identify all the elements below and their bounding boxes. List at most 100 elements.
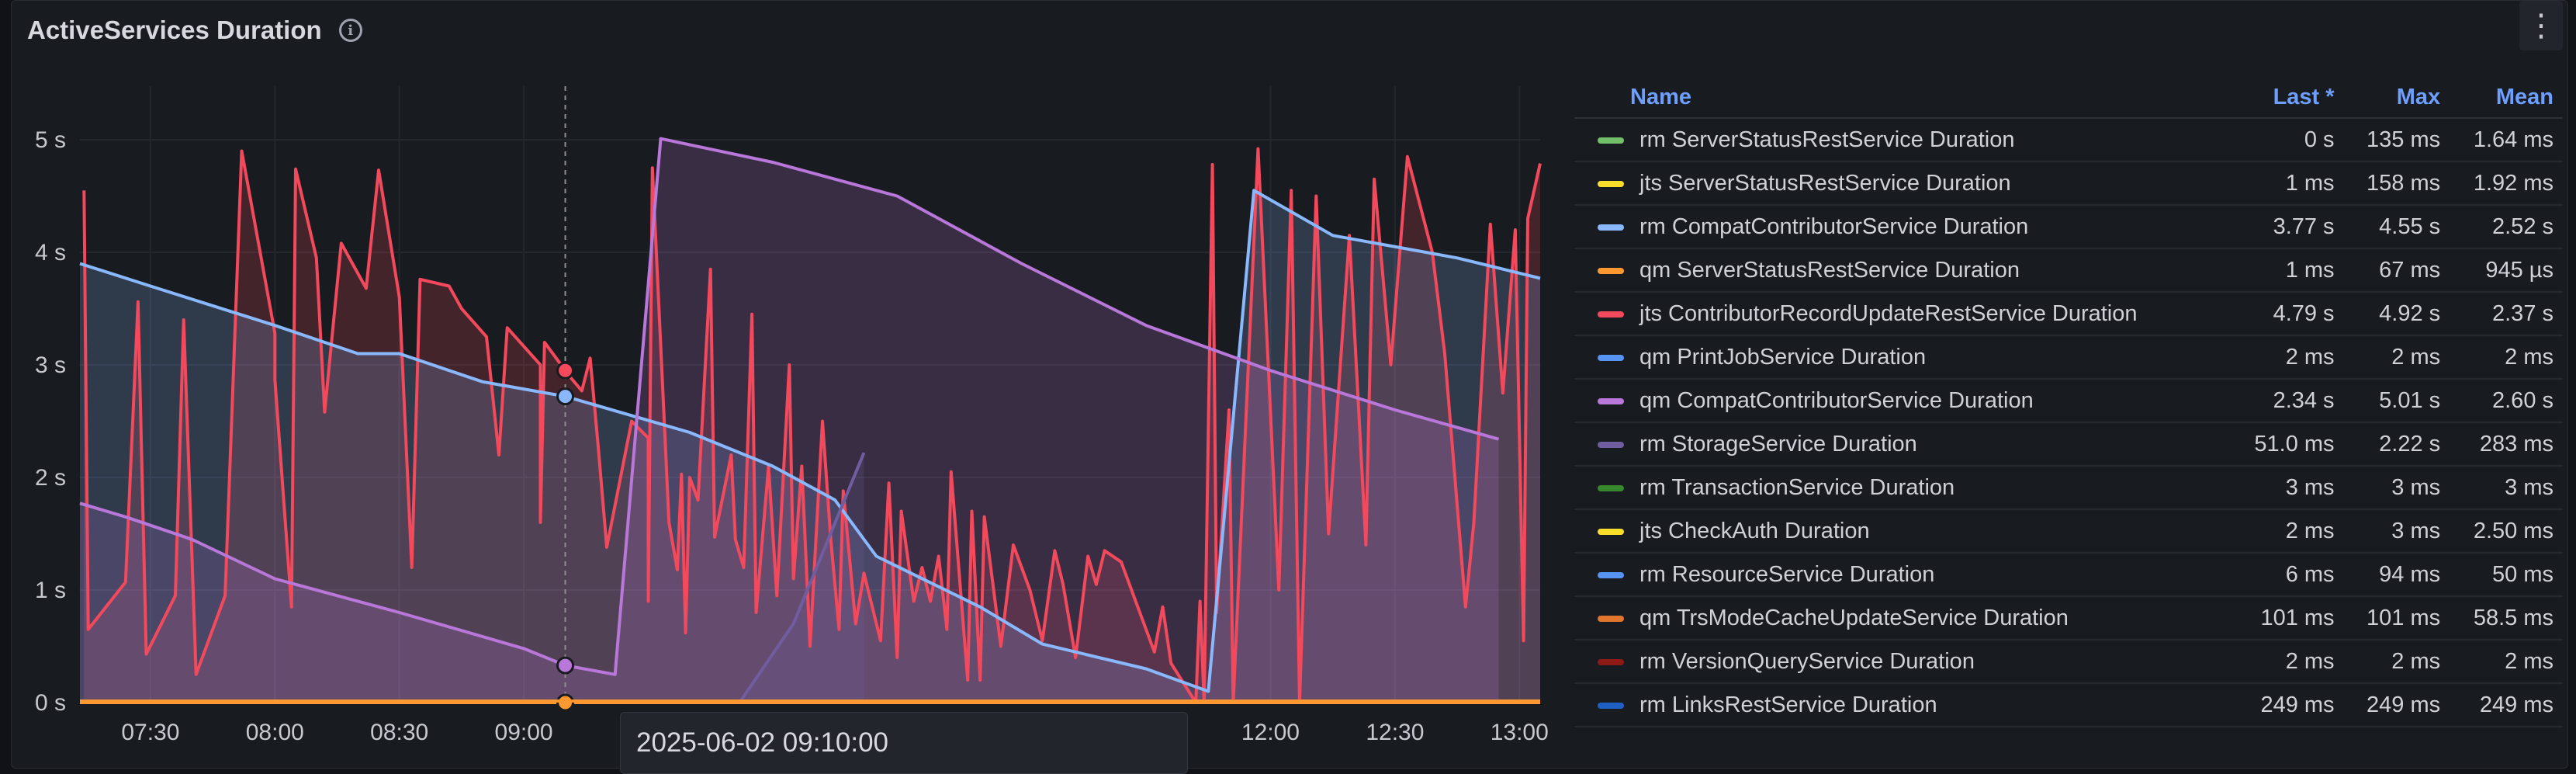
legend-row[interactable]: jts CheckAuth Duration 2 ms 3 ms 2.50 ms xyxy=(1574,509,2563,554)
legend-series-name[interactable]: rm StorageService Duration xyxy=(1574,422,2231,467)
legend-max-value: 94 ms xyxy=(2343,553,2450,597)
legend-swatch-icon xyxy=(1598,484,1624,491)
legend-series-label: jts ContributorRecordUpdateRestService D… xyxy=(1639,300,2138,326)
legend-mean-value: 249 ms xyxy=(2450,683,2563,727)
legend-series-name[interactable]: jts ServerStatusRestService Duration xyxy=(1574,161,2231,206)
legend-row[interactable]: jts ContributorRecordUpdateRestService D… xyxy=(1574,292,2563,336)
y-tick-label: 5 s xyxy=(35,127,66,153)
legend-last-value: 101 ms xyxy=(2230,596,2344,640)
legend-series-name[interactable]: jts ContributorRecordUpdateRestService D… xyxy=(1574,292,2231,336)
series-line-2 xyxy=(79,137,1500,676)
legend-mean-value: 1.64 ms xyxy=(2450,118,2563,162)
legend-mean-value: 2.50 ms xyxy=(2450,509,2563,554)
legend-last-value: 4.79 s xyxy=(2230,292,2344,336)
legend-row[interactable]: rm CompatContributorService Duration 3.77… xyxy=(1574,205,2563,249)
legend-series-label: qm TrsModeCacheUpdateService Duration xyxy=(1639,605,2069,630)
legend-header-mean[interactable]: Mean xyxy=(2450,77,2563,119)
legend-last-value: 3.77 s xyxy=(2230,205,2344,249)
legend-mean-value: 2.37 s xyxy=(2450,292,2563,336)
legend-series-name[interactable]: jts CheckAuth Duration xyxy=(1574,509,2231,554)
legend-mean-value: 2.60 s xyxy=(2450,379,2563,423)
y-tick-label: 0 s xyxy=(35,690,66,716)
legend-mean-value: 58.5 ms xyxy=(2450,596,2563,640)
legend-max-value: 3 ms xyxy=(2343,509,2450,554)
legend-last-value: 249 ms xyxy=(2230,683,2344,727)
legend-last-value: 0 s xyxy=(2230,118,2344,162)
y-tick-label: 3 s xyxy=(35,352,66,378)
legend-mean-value: 2 ms xyxy=(2450,640,2563,684)
legend-series-name[interactable]: rm LinksRestService Duration xyxy=(1574,683,2231,727)
legend-series-name[interactable]: qm ServerStatusRestService Duration xyxy=(1574,248,2231,293)
legend-last-value: 2.34 s xyxy=(2230,379,2344,423)
legend-mean-value: 1.92 ms xyxy=(2450,161,2563,206)
legend-max-value: 2 ms xyxy=(2343,640,2450,684)
legend-series-name[interactable]: rm ServerStatusRestService Duration xyxy=(1574,118,2231,162)
legend-last-value: 1 ms xyxy=(2230,248,2344,293)
legend-series-label: rm VersionQueryService Duration xyxy=(1639,648,1975,674)
cursor-point-marker xyxy=(556,656,575,675)
legend-series-label: rm StorageService Duration xyxy=(1639,431,1917,456)
legend-swatch-icon xyxy=(1598,311,1624,318)
legend-row[interactable]: rm VersionQueryService Duration 2 ms 2 ms 2… xyxy=(1574,640,2563,684)
legend-last-value: 6 ms xyxy=(2230,553,2344,597)
legend-row[interactable]: qm ServerStatusRestService Duration 1 ms 6… xyxy=(1574,248,2563,293)
legend-header-max[interactable]: Max xyxy=(2343,77,2450,119)
legend-max-value: 135 ms xyxy=(2343,118,2450,162)
legend-swatch-icon xyxy=(1598,354,1624,361)
legend-swatch-icon xyxy=(1598,571,1624,578)
legend-swatch-icon xyxy=(1598,658,1624,665)
dashboard-panel: ActiveServices Duration i ⋮ 0 s 1 s 2 s 3 s… xyxy=(11,0,2568,774)
x-tick-label: 09:00 xyxy=(495,720,553,745)
legend-series-name[interactable]: qm PrintJobService Duration xyxy=(1574,335,2231,380)
legend-swatch-icon xyxy=(1598,180,1624,187)
legend-row[interactable]: rm LinksRestService Duration 249 ms 249 ms… xyxy=(1574,683,2563,727)
legend-swatch-icon xyxy=(1598,528,1624,535)
legend-row[interactable]: qm PrintJobService Duration 2 ms 2 ms 2 ms xyxy=(1574,335,2563,380)
x-tick-label: 07:30 xyxy=(121,720,179,745)
legend-series-name[interactable]: rm CompatContributorService Duration xyxy=(1574,205,2231,249)
legend-series-label: qm CompatContributorService Duration xyxy=(1639,387,2034,413)
legend-row[interactable]: qm TrsModeCacheUpdateService Duration 101… xyxy=(1574,596,2563,640)
x-tick-label: 13:00 xyxy=(1491,720,1549,745)
legend-row[interactable]: rm ServerStatusRestService Duration 0 s 13… xyxy=(1574,118,2563,162)
legend-series-label: jts ServerStatusRestService Duration xyxy=(1639,170,2011,196)
legend-max-value: 5.01 s xyxy=(2343,379,2450,423)
legend-last-value: 3 ms xyxy=(2230,466,2344,510)
legend-series-label: rm LinksRestService Duration xyxy=(1639,692,1937,717)
panel-title: ActiveServices Duration xyxy=(27,16,322,44)
legend-swatch-icon xyxy=(1598,267,1624,274)
x-tick-label: 12:30 xyxy=(1366,720,1424,745)
tooltip-time: 2025-06-02 09:10:00 xyxy=(636,727,888,758)
series-area-1 xyxy=(80,190,1540,703)
cursor-point-marker xyxy=(556,387,575,406)
legend-series-name[interactable]: rm ResourceService Duration xyxy=(1574,553,2231,597)
x-tick-label: 12:00 xyxy=(1241,720,1300,745)
legend-max-value: 4.92 s xyxy=(2343,292,2450,336)
legend-header-last[interactable]: Last * xyxy=(2230,77,2344,119)
time-series-chart[interactable]: 0 s 1 s 2 s 3 s 4 s 5 s 07:30 08:00 08:30 09:00 12… xyxy=(12,1,1571,769)
legend-max-value: 2.22 s xyxy=(2343,422,2450,467)
legend-series-name[interactable]: rm TransactionService Duration xyxy=(1574,466,2231,510)
panel-header: ActiveServices Duration i xyxy=(27,12,362,49)
legend-last-value: 1 ms xyxy=(2230,161,2344,206)
legend-last-value: 2 ms xyxy=(2230,335,2344,380)
legend-mean-value: 2.52 s xyxy=(2450,205,2563,249)
legend-row[interactable]: jts ServerStatusRestService Duration 1 ms… xyxy=(1574,161,2563,206)
legend-mean-value: 945 µs xyxy=(2450,248,2563,293)
legend-series-name[interactable]: qm TrsModeCacheUpdateService Duration xyxy=(1574,596,2231,640)
legend-swatch-icon xyxy=(1598,397,1624,404)
legend-max-value: 249 ms xyxy=(2343,683,2450,727)
panel-menu-button[interactable]: ⋮ xyxy=(2519,1,2563,50)
legend-swatch-icon xyxy=(1598,702,1624,709)
info-icon[interactable]: i xyxy=(338,19,362,42)
legend-series-name[interactable]: rm VersionQueryService Duration xyxy=(1574,640,2231,684)
legend-row[interactable]: qm CompatContributorService Duration 2.34… xyxy=(1574,379,2563,423)
legend-row[interactable]: rm ResourceService Duration 6 ms 94 ms 50 m… xyxy=(1574,553,2563,597)
legend-last-value: 2 ms xyxy=(2230,509,2344,554)
legend-row[interactable]: rm TransactionService Duration 3 ms 3 ms 3 … xyxy=(1574,466,2563,510)
legend-series-name[interactable]: qm CompatContributorService Duration xyxy=(1574,379,2231,423)
legend-swatch-icon xyxy=(1598,224,1624,231)
y-tick-label: 1 s xyxy=(35,578,66,603)
legend-header-name[interactable]: Name xyxy=(1574,77,2231,119)
